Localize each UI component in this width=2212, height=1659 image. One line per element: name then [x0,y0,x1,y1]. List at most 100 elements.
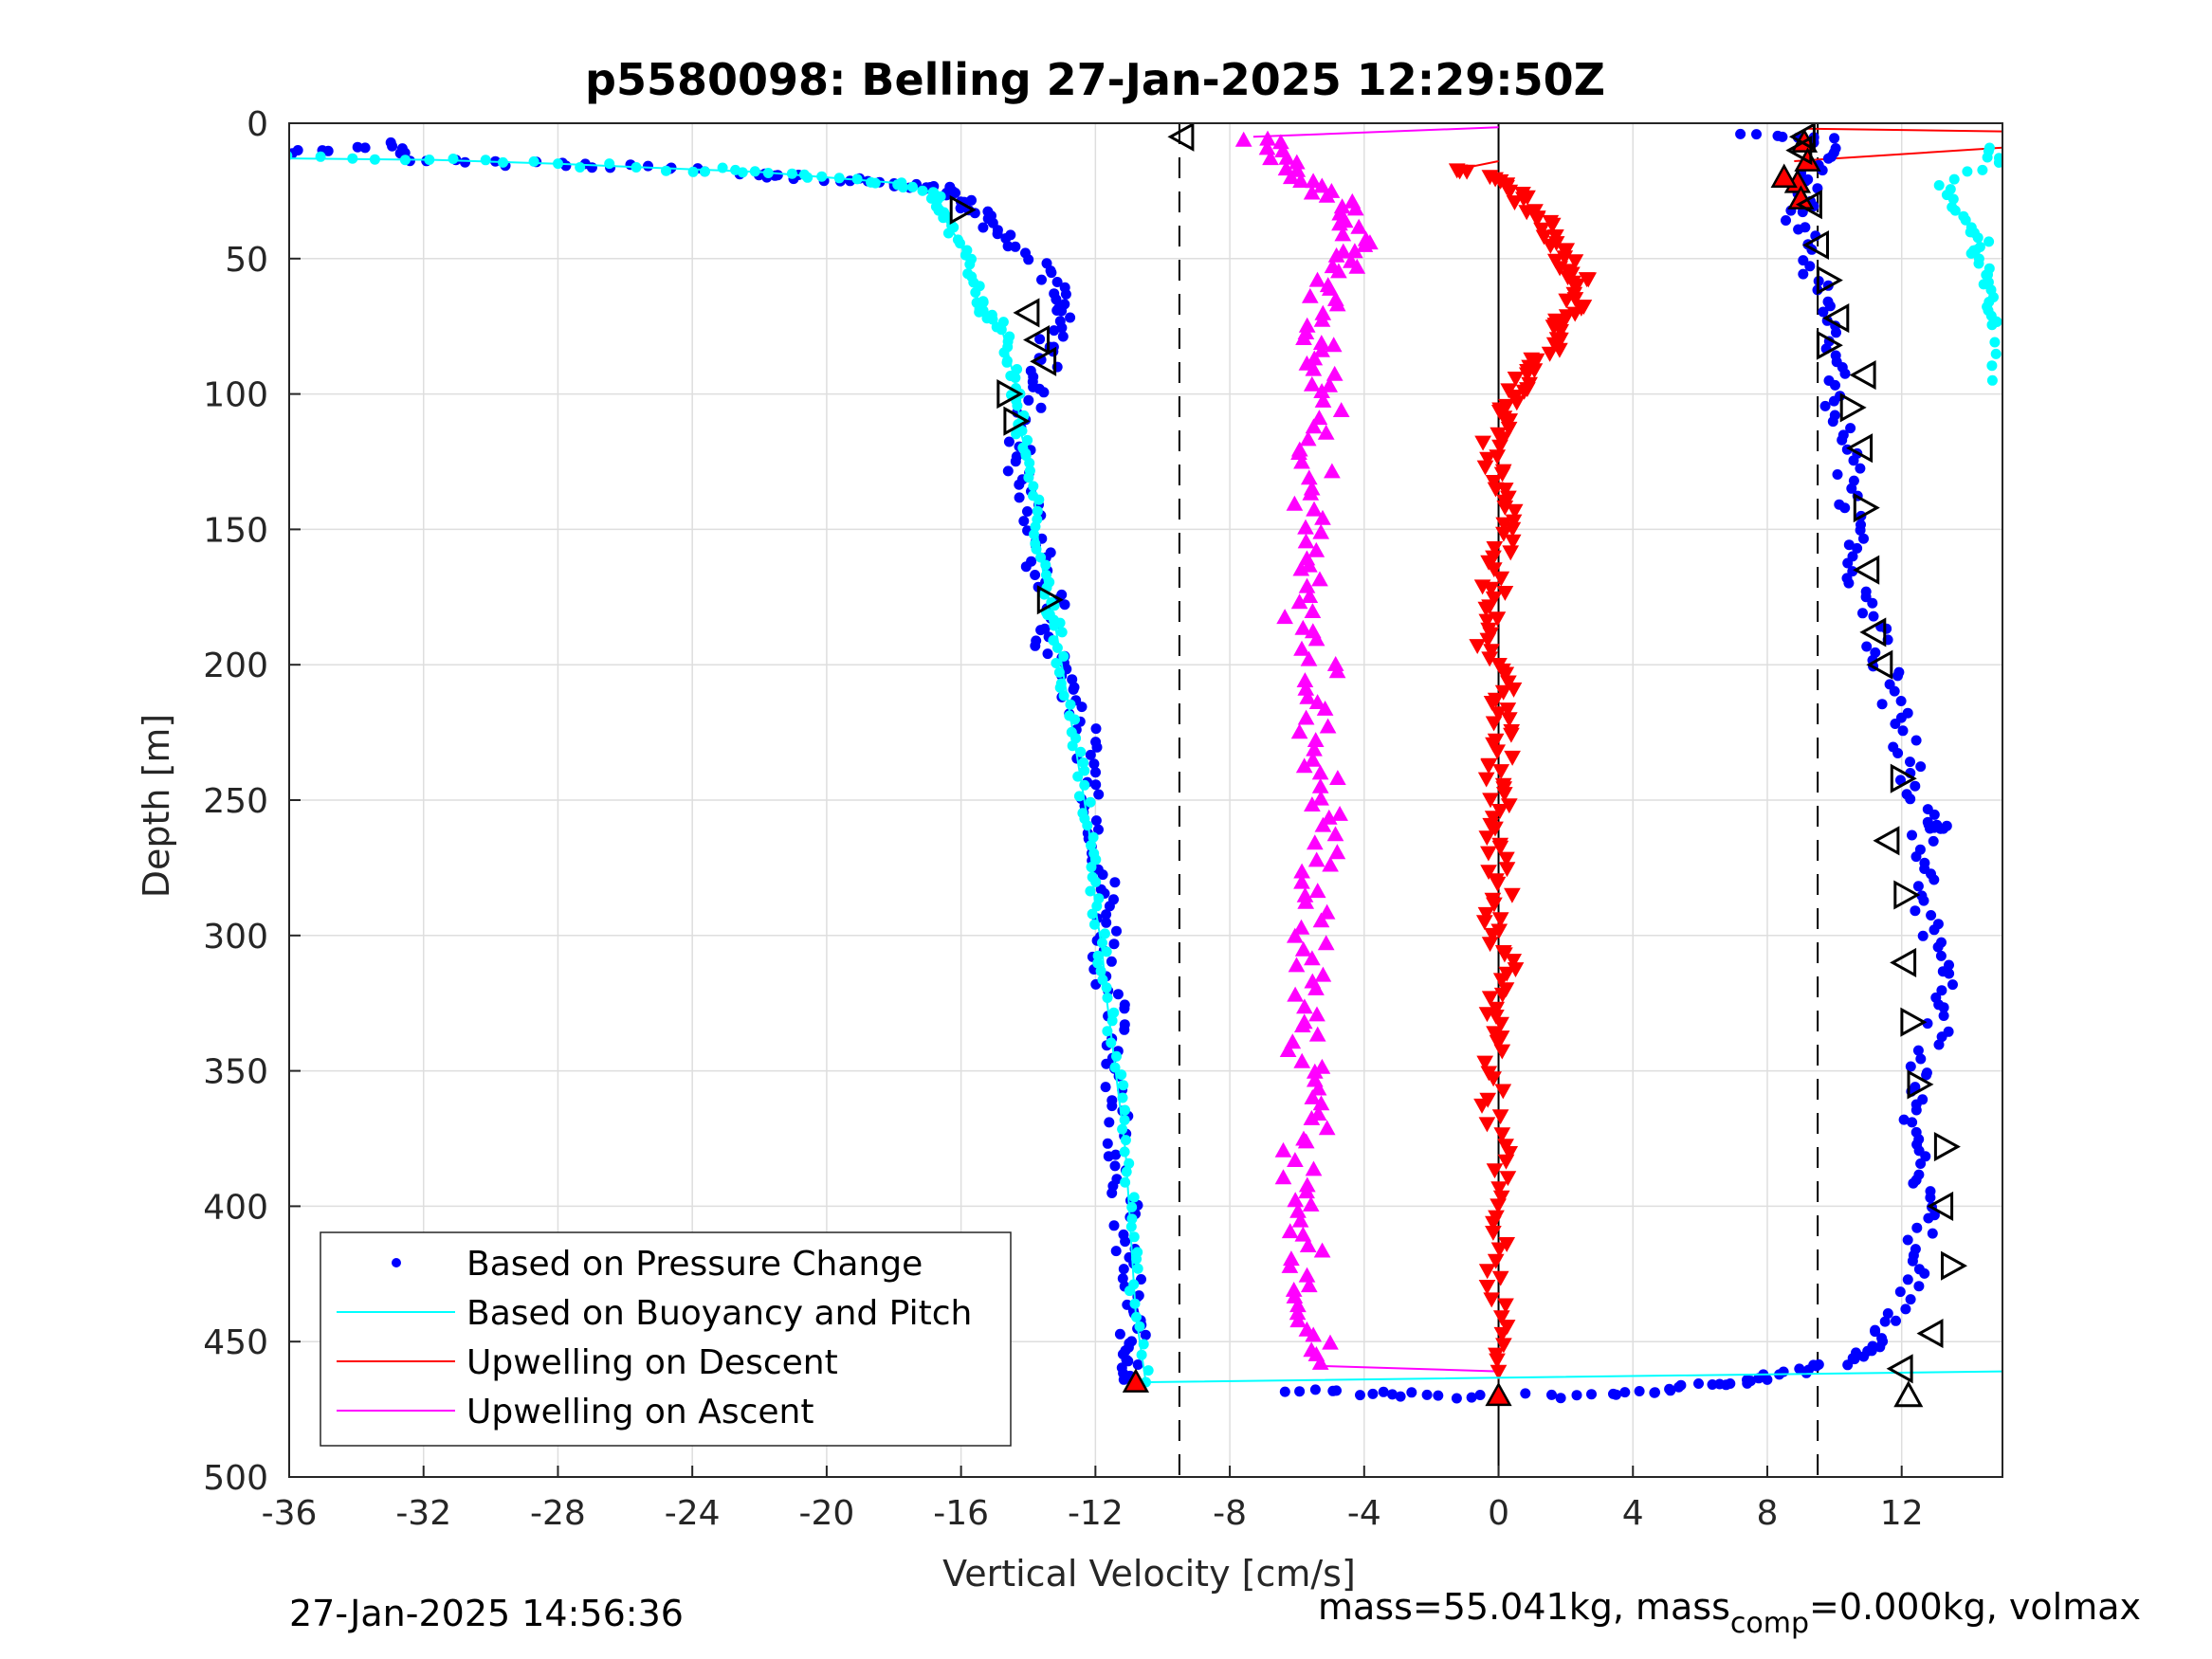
ascent-upwelling-marker [1307,979,1325,995]
ascent-upwelling-marker [1303,184,1321,200]
pressure-change-point [1433,1390,1444,1401]
pressure-change-point [1895,696,1907,706]
pressure-change-point [1735,128,1746,139]
chart-marks [289,123,2002,1408]
buoyancy-pitch-point [631,162,642,173]
ascent-upwelling-marker [1297,1133,1315,1149]
buoyancy-pitch-point [1136,1349,1147,1360]
buoyancy-pitch-point [604,158,615,170]
pressure-change-point [1895,775,1906,786]
descent-upwelling-marker [1479,451,1496,467]
buoyancy-pitch-point [661,165,671,176]
pressure-change-point [1023,254,1034,265]
buoyancy-pitch-point [448,154,459,164]
x-tick-label: -4 [1347,1494,1381,1533]
ascent-upwelling-marker [1290,593,1308,610]
ascent-upwelling-marker [1234,131,1252,147]
buoyancy-pitch-point [1033,494,1045,505]
ascent-upwelling-marker [1305,1326,1323,1342]
x-tick-label: 8 [1757,1494,1779,1533]
ascent-upwelling-marker [1300,469,1318,485]
buoyancy-pitch-point [1091,901,1103,912]
descent-upwelling-marker [1474,435,1491,451]
buoyancy-pitch-point [347,153,358,164]
descent-upwelling-marker [1491,439,1508,455]
pressure-change-point [1947,979,1958,991]
y-tick-label: 100 [203,376,268,415]
red-triangle-marker [1787,185,1815,210]
descent-upwelling-marker [1506,503,1524,520]
descent-upwelling-marker [1482,581,1500,597]
ascent-upwelling-marker [1279,1042,1297,1057]
pressure-change-point [1936,985,1947,996]
ascent-upwelling-marker [1311,1354,1329,1370]
pressure-change-point [1030,570,1041,580]
pressure-change-point [1819,400,1831,411]
buoyancy-pitch-point [1120,1104,1130,1116]
descent-upwelling-marker [1485,591,1503,607]
pressure-change-point [1051,277,1063,287]
ascent-upwelling-marker [1318,903,1336,920]
pressure-change-point [1798,255,1809,266]
ascent-upwelling-marker [1288,957,1306,973]
ascent-upwelling-marker [1304,603,1322,618]
pressure-change-point [1608,1388,1618,1399]
buoyancy-pitch-point [1134,1321,1145,1332]
black-triangle-marker [1013,298,1040,328]
x-axis-ticks: -36 -32 -28 -24 -20 -16 -12 -8 -4 0 4 8 12 [262,1466,1924,1533]
pressure-change-point [1093,824,1104,835]
pressure-change-point [1136,1274,1146,1285]
descent-upwelling-marker [1483,644,1500,660]
pressure-change-point [1912,881,1924,892]
buoyancy-pitch-point [289,151,293,161]
x-axis-label: Vertical Velocity [cm/s] [942,1553,1356,1595]
ascent-upwelling-marker [1313,311,1331,327]
pressure-change-point [1036,274,1047,285]
pressure-change-point [1898,1114,1910,1125]
ascent-upwelling-marker [1287,986,1304,1002]
ascent-upwelling-marker [1304,950,1321,966]
pressure-change-point [1068,684,1079,695]
pressure-change-point [1520,1388,1531,1399]
pressure-change-point [1088,758,1100,770]
pressure-change-point [1378,1386,1389,1397]
pressure-change-point [1093,789,1105,800]
pressure-change-point [1022,506,1033,517]
buoyancy-pitch-point [1097,975,1108,985]
x-tick-label: 4 [1622,1494,1644,1533]
black-triangle-marker [1816,330,1843,360]
ascent-upwelling-marker [1314,509,1331,525]
pressure-change-point [1910,905,1921,917]
buoyancy-pitch-point [833,173,845,184]
descent-upwelling-marker [1523,352,1541,368]
pressure-change-point [1097,869,1108,881]
ascent-upwelling-marker [1298,1183,1315,1199]
black-triangle-marker [1030,346,1057,376]
pressure-change-point [1106,1101,1118,1112]
y-tick-label: 450 [203,1323,268,1362]
ascent-upwelling-marker [1328,296,1346,312]
pressure-change-point [1910,735,1922,746]
pressure-change-point [1051,294,1062,305]
pressure-change-point [1902,1234,1913,1246]
pressure-change-point [1902,1274,1913,1285]
pressure-change-point [1035,402,1047,413]
descent-upwelling-marker [1477,601,1495,617]
buoyancy-pitch-point [498,156,508,168]
x-tick-label: -16 [933,1494,989,1533]
descent-upwelling-marker [1481,991,1499,1007]
pressure-change-point [1860,586,1872,597]
ascent-upwelling-marker [1307,630,1325,647]
ascent-upwelling-marker [1322,1334,1339,1350]
buoyancy-pitch-point [1983,236,1995,247]
buoyancy-pitch-point [1011,428,1022,440]
buoyancy-pitch-point [1079,779,1090,791]
descent-upwelling-marker [1492,571,1510,587]
pressure-change-point [1100,1082,1111,1093]
descent-upwelling-marker [1490,1242,1508,1258]
ascent-upwelling-marker [1287,1192,1305,1208]
pressure-change-point [1930,992,1942,1003]
pressure-change-point [1932,919,1944,930]
descent-upwelling-marker [1484,927,1501,943]
pressure-change-point [1917,930,1929,941]
